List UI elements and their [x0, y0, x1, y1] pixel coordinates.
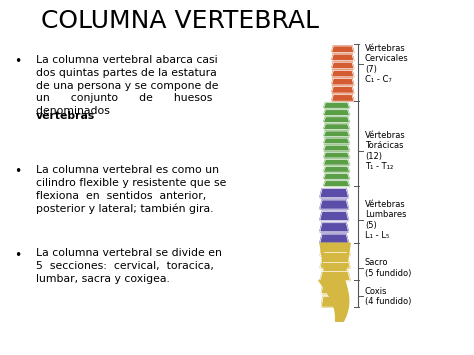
Polygon shape — [321, 296, 342, 307]
Text: •: • — [14, 165, 21, 178]
Polygon shape — [320, 243, 350, 280]
Polygon shape — [321, 283, 342, 294]
Polygon shape — [320, 258, 350, 268]
Text: vértebras: vértebras — [36, 111, 95, 121]
Text: Vértebras
Torácicas
(12)
T₁ - T₁₂: Vértebras Torácicas (12) T₁ - T₁₂ — [365, 131, 406, 171]
Polygon shape — [320, 234, 348, 243]
Text: Sacro
(5 fundido): Sacro (5 fundido) — [365, 258, 411, 278]
Polygon shape — [320, 200, 348, 209]
Polygon shape — [332, 46, 354, 53]
Text: Vértebras
Lumbares
(5)
L₁ - L₅: Vértebras Lumbares (5) L₁ - L₅ — [365, 200, 407, 240]
Text: Coxis
(4 fundido): Coxis (4 fundido) — [365, 287, 411, 306]
Polygon shape — [323, 166, 349, 172]
Polygon shape — [332, 87, 354, 93]
Polygon shape — [323, 124, 349, 130]
Text: Vértebras
Cervicales
(7)
C₁ - C₇: Vértebras Cervicales (7) C₁ - C₇ — [365, 44, 409, 84]
Polygon shape — [332, 70, 354, 77]
Polygon shape — [320, 189, 348, 198]
Polygon shape — [323, 110, 349, 115]
Polygon shape — [320, 211, 348, 220]
Polygon shape — [320, 271, 350, 280]
Polygon shape — [323, 131, 349, 137]
Polygon shape — [319, 280, 349, 321]
Text: •: • — [14, 55, 21, 68]
Polygon shape — [320, 246, 350, 256]
Polygon shape — [323, 138, 349, 144]
Text: La columna vertebral se divide en
5  secciones:  cervical,  toracica,
lumbar, sa: La columna vertebral se divide en 5 secc… — [36, 248, 221, 284]
Polygon shape — [332, 95, 354, 101]
Polygon shape — [323, 174, 349, 179]
Polygon shape — [323, 152, 349, 158]
Text: •: • — [14, 248, 21, 262]
Polygon shape — [323, 181, 349, 186]
Polygon shape — [332, 54, 354, 61]
Polygon shape — [320, 223, 348, 232]
Polygon shape — [323, 145, 349, 151]
Polygon shape — [323, 159, 349, 165]
Text: COLUMNA VERTEBRAL: COLUMNA VERTEBRAL — [41, 9, 319, 33]
Polygon shape — [323, 103, 349, 108]
Polygon shape — [323, 117, 349, 122]
Polygon shape — [332, 78, 354, 85]
Text: La columna vertebral es como un
cilindro flexible y resistente que se
flexiona  : La columna vertebral es como un cilindro… — [36, 165, 226, 214]
Polygon shape — [332, 62, 354, 69]
Text: La columna vertebral abarca casi
dos quintas partes de la estatura
de una person: La columna vertebral abarca casi dos qui… — [36, 55, 218, 116]
